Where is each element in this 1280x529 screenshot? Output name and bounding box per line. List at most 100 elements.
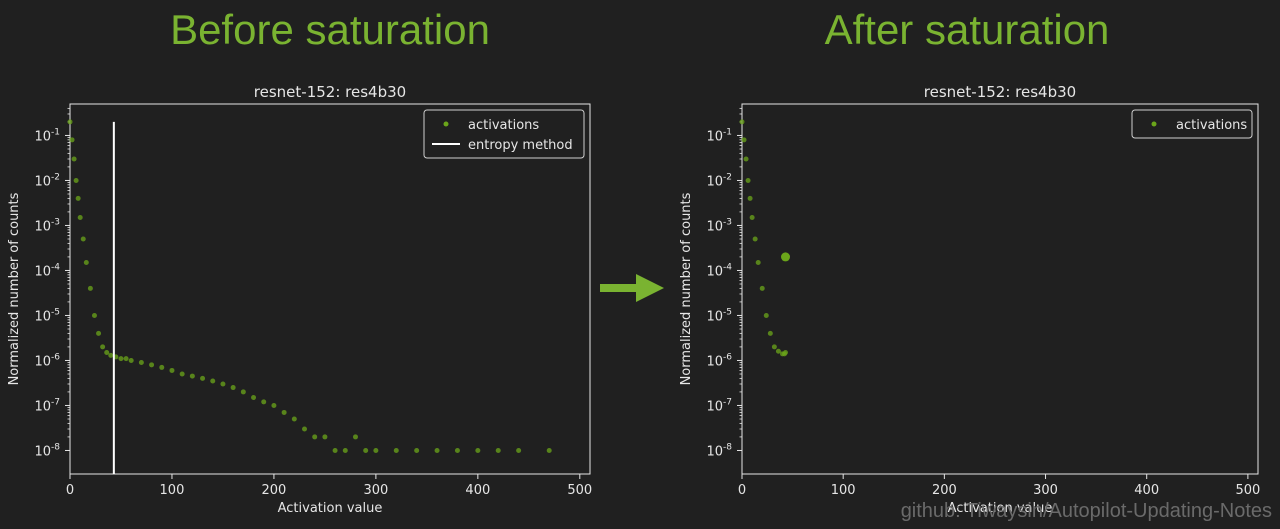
activation-point [271,402,277,408]
y-tick-label: 10-6 [34,352,60,369]
activation-point [516,447,522,453]
x-axis-label: Activation value [278,501,383,516]
activation-point [741,137,747,143]
activation-point [73,177,79,183]
activation-point [767,330,773,336]
activation-point [414,447,420,453]
activation-point [104,350,110,356]
right-arrow-icon [600,274,664,302]
activation-point [80,236,86,242]
activation-point [302,426,308,432]
activation-point [100,344,106,350]
activation-point [87,285,93,291]
x-tick-label: 500 [567,483,592,498]
activation-point [393,447,399,453]
x-axis-label: Activation value [948,501,1053,516]
activation-point [752,236,758,242]
y-axis-label: Normalized number of counts [7,192,22,385]
activation-point [77,215,83,221]
x-tick-label: 400 [1134,483,1159,498]
activation-point [775,348,781,354]
activation-point [75,195,81,201]
legend-marker-activations [1151,121,1157,127]
saturated-point [781,252,791,262]
x-tick-label: 200 [932,483,957,498]
chart-title: resnet-152: res4b30 [254,83,406,101]
activation-point [251,395,257,401]
activation-point [749,215,755,221]
activation-point [159,364,165,370]
y-tick-label: 10-1 [34,127,60,144]
activation-point [91,312,97,318]
plot-frame [741,103,1259,475]
activation-point [747,195,753,201]
activation-point [495,447,501,453]
x-tick-label: 400 [465,483,490,498]
activation-point [546,447,552,453]
activation-point [322,434,328,440]
heading-after-saturation: After saturation [824,6,1110,53]
y-axis-label: Normalized number of counts [679,192,694,385]
y-tick-label: 10-8 [706,442,732,459]
activation-point [312,434,318,440]
activation-point [189,373,195,379]
x-tick-label: 100 [831,483,856,498]
activation-point [200,375,206,381]
y-tick-label: 10-3 [34,217,60,234]
chart-panel-2: resnet-152: res4b30 Activation value Norma… [679,83,1260,516]
activation-point [149,362,155,368]
legend-box [423,109,585,159]
y-tick-label: 10-7 [34,397,60,414]
activation-point [281,409,287,415]
legend-marker-activations [443,121,449,127]
x-tick-label: 0 [738,483,746,498]
activation-point [352,434,358,440]
activation-point [123,356,129,362]
activation-point [179,371,185,377]
watermark: github: Tiwaysin/Autopilot-Updating-Note… [900,500,1272,522]
legend-label: activations [1176,118,1247,133]
activation-point [755,260,761,266]
activation-point [373,447,379,453]
x-tick-label: 200 [262,483,287,498]
activation-point [743,156,749,162]
y-tick-label: 10-7 [706,397,732,414]
activation-point [342,447,348,453]
x-tick-label: 0 [66,483,74,498]
activation-point [332,447,338,453]
activation-point [454,447,460,453]
activation-point [783,350,789,356]
x-tick-label: 300 [1033,483,1058,498]
activation-point [745,177,751,183]
y-tick-label: 10-2 [34,172,60,189]
activation-point [67,119,73,125]
activation-point [96,330,102,336]
y-tick-label: 10-4 [706,262,732,279]
activation-point [71,156,77,162]
activation-point [169,367,175,373]
chart-panel-1: resnet-152: res4b30 Activation value Norma… [7,83,592,516]
activation-point [83,260,89,266]
legend-box [1131,109,1253,139]
activation-point [739,119,745,125]
activation-point [118,356,124,362]
activation-point [363,447,369,453]
activation-point [210,378,216,384]
y-tick-label: 10-5 [706,307,732,324]
chart-title: resnet-152: res4b30 [924,83,1076,101]
heading-before-saturation: Before saturation [170,6,490,53]
activation-point [138,360,144,366]
y-tick-label: 10-5 [34,307,60,324]
legend-label: entropy method [468,138,573,153]
activation-point [291,416,297,422]
activation-point [475,447,481,453]
activation-point [240,389,246,395]
activation-point [108,352,114,358]
activation-point [261,399,267,405]
activation-point [220,381,226,387]
y-tick-label: 10-2 [706,172,732,189]
activation-point [128,357,134,363]
y-tick-label: 10-8 [34,442,60,459]
x-tick-label: 500 [1235,483,1260,498]
